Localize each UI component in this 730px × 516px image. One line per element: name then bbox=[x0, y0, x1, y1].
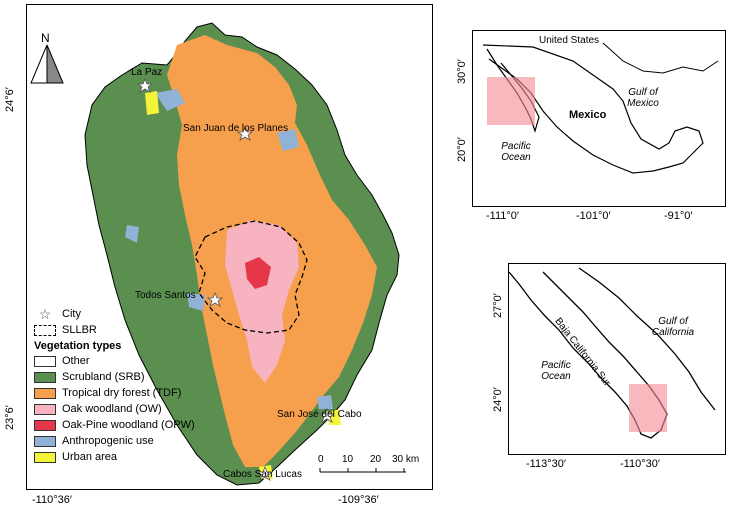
legend-city: ☆ City bbox=[34, 306, 195, 322]
city-label-san-jose: San José del Cabo bbox=[277, 409, 362, 420]
lon-label-109: -109°36′ bbox=[338, 494, 379, 506]
city-markers bbox=[136, 77, 336, 481]
legend-swatch bbox=[34, 435, 56, 447]
scale-bar: 0 10 20 30 km bbox=[318, 452, 419, 482]
legend-swatch bbox=[34, 371, 56, 383]
map-legend: ☆ City SLLBR Vegetation types Other Scrub… bbox=[34, 306, 195, 465]
legend-item: Anthropogenic use bbox=[34, 433, 195, 449]
scale-tick-30: 30 km bbox=[392, 454, 420, 465]
study-area-highlight bbox=[487, 77, 535, 125]
mx-lon-111: -111°0′ bbox=[486, 210, 519, 222]
city-label-todos-santos: Todos Santos bbox=[135, 290, 196, 301]
legend-item-label: Other bbox=[62, 355, 90, 367]
legend-item-label: Anthropogenic use bbox=[62, 435, 154, 447]
label-united-states: United States bbox=[539, 35, 600, 46]
urban-area bbox=[145, 91, 159, 115]
scale-tick-20: 20 bbox=[370, 454, 382, 465]
mx-lat-30: 30°0′ bbox=[456, 59, 468, 84]
legend-item-label: Oak-Pine woodland (OPW) bbox=[62, 419, 195, 431]
legend-item: Tropical dry forest (TDF) bbox=[34, 385, 195, 401]
scale-tick-0: 0 bbox=[318, 454, 324, 465]
baja-lon-113: -113°30′ bbox=[526, 458, 566, 470]
legend-sllbr: SLLBR bbox=[34, 322, 195, 338]
inset-mexico-map: United States Gulf of Mexico Mexico Paci… bbox=[472, 30, 726, 207]
legend-item: Scrubland (SRB) bbox=[34, 369, 195, 385]
legend-item-label: Scrubland (SRB) bbox=[62, 371, 145, 383]
mx-lon-101: -101°0′ bbox=[576, 210, 611, 222]
legend-item: Other bbox=[34, 353, 195, 369]
label-gulf-of-mexico: Gulf of Mexico bbox=[627, 87, 659, 109]
mx-lat-20: 20°0′ bbox=[456, 137, 468, 162]
scale-tick-10: 10 bbox=[342, 454, 354, 465]
legend-swatch bbox=[34, 451, 56, 463]
inset-baja-map: Baja California Sur Gulf of California P… bbox=[508, 263, 726, 455]
baja-lat-24: 24°0′ bbox=[492, 387, 504, 412]
legend-item-label: Oak woodland (OW) bbox=[62, 403, 162, 415]
legend-item: Oak-Pine woodland (OPW) bbox=[34, 417, 195, 433]
mx-lon-91: -91°0′ bbox=[664, 210, 693, 222]
label-pacific-ocean-baja: Pacific Ocean bbox=[541, 360, 571, 382]
city-star-la-paz bbox=[136, 77, 154, 93]
anthropogenic-patch bbox=[277, 129, 299, 151]
legend-swatch bbox=[34, 355, 56, 367]
north-label: N bbox=[41, 31, 50, 45]
legend-item: Urban area bbox=[34, 449, 195, 465]
legend-item: Oak woodland (OW) bbox=[34, 401, 195, 417]
sllbr-boundary bbox=[194, 220, 308, 334]
main-map: N La Paz San Juan de los Planes Todos Sa… bbox=[26, 4, 433, 490]
anthropogenic-patch bbox=[187, 293, 205, 311]
legend-swatch bbox=[34, 387, 56, 399]
lon-label-110: -110°36′ bbox=[32, 494, 72, 506]
dashed-swatch bbox=[34, 324, 56, 336]
city-label-cabo: Cabos San Lucas bbox=[223, 469, 302, 480]
legend-item-label: Urban area bbox=[62, 451, 118, 463]
mexico-outline bbox=[482, 42, 719, 174]
city-star-cabo bbox=[256, 465, 274, 481]
legend-items: Other Scrubland (SRB) Tropical dry forest … bbox=[34, 353, 195, 465]
opw-region bbox=[245, 257, 271, 289]
city-star-san-juan bbox=[236, 125, 254, 141]
baja-outline bbox=[509, 267, 716, 439]
baja-lon-110: -110°30′ bbox=[620, 458, 660, 470]
anthropogenic-patch bbox=[155, 89, 185, 111]
lat-label-24: 24°6′ bbox=[4, 87, 16, 112]
vegetation-map bbox=[30, 22, 400, 486]
label-mexico: Mexico bbox=[569, 109, 607, 121]
city-label-san-juan: San Juan de los Planes bbox=[183, 123, 289, 134]
city-label-la-paz: La Paz bbox=[131, 67, 163, 78]
city-star-san-jose bbox=[318, 407, 336, 423]
city-star-todos-santos bbox=[206, 291, 224, 307]
legend-swatch bbox=[34, 419, 56, 431]
legend-title: Vegetation types bbox=[34, 340, 122, 352]
study-area-highlight-baja bbox=[629, 384, 667, 432]
legend-item-label: Tropical dry forest (TDF) bbox=[62, 387, 182, 399]
label-gulf-of-california: Gulf of California bbox=[651, 316, 695, 338]
legend-swatch bbox=[34, 403, 56, 415]
lat-label-23: 23°6′ bbox=[4, 405, 16, 430]
ow-region bbox=[225, 220, 299, 383]
baja-lat-27: 27°0′ bbox=[492, 293, 504, 318]
label-pacific-ocean: Pacific Ocean bbox=[501, 141, 531, 163]
north-arrow bbox=[30, 44, 64, 84]
anthropogenic-patch bbox=[125, 225, 139, 243]
star-icon: ☆ bbox=[38, 305, 52, 322]
anthropogenic-patch bbox=[317, 395, 333, 409]
